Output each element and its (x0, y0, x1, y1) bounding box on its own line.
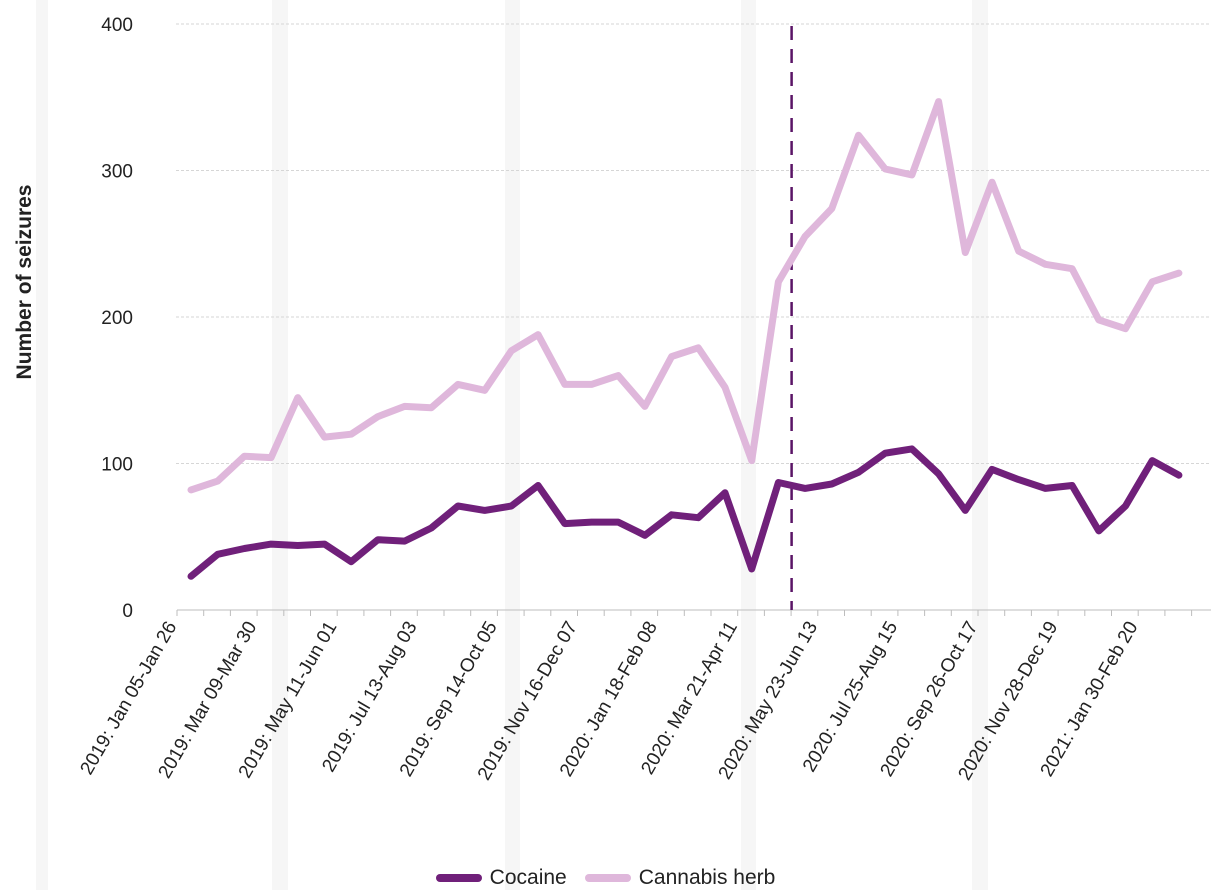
y-axis-label: Number of seizures (13, 185, 36, 380)
y-axis: 0 100 200 300 400 (101, 15, 133, 622)
series-line-cocaine (187, 445, 1183, 580)
y-tick-label: 100 (101, 455, 133, 476)
y-tick-label: 0 (122, 601, 133, 622)
background-band (505, 0, 520, 890)
series-line-cannabis-herb (187, 98, 1183, 494)
y-tick-label: 400 (101, 15, 133, 36)
legend-label-cocaine: Cocaine (489, 866, 567, 889)
legend-swatch-cocaine (435, 874, 482, 882)
legend-item-cannabis: Cannabis herb (584, 866, 776, 890)
y-tick-label: 300 (101, 162, 133, 183)
series-lines (187, 98, 1183, 580)
grid (176, 23, 1211, 464)
legend: Cocaine Cannabis herb (0, 866, 1211, 890)
y-tick-label: 200 (101, 308, 133, 329)
legend-swatch-cannabis (584, 874, 631, 882)
legend-item-cocaine: Cocaine (435, 866, 567, 890)
legend-label-cannabis: Cannabis herb (638, 866, 776, 889)
background-band (36, 0, 48, 890)
